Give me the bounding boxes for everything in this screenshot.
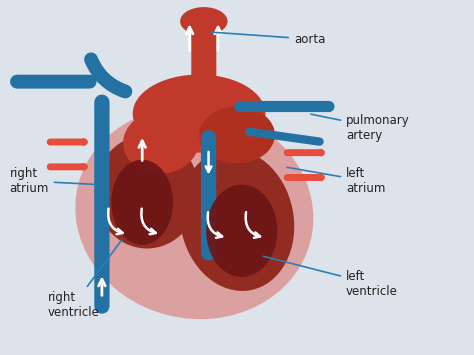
Ellipse shape bbox=[180, 7, 228, 36]
FancyArrowPatch shape bbox=[249, 132, 319, 142]
Ellipse shape bbox=[206, 185, 277, 277]
Text: pulmonary
artery: pulmonary artery bbox=[311, 114, 410, 142]
FancyArrowPatch shape bbox=[50, 166, 84, 167]
Ellipse shape bbox=[180, 149, 294, 291]
Ellipse shape bbox=[123, 110, 199, 174]
Ellipse shape bbox=[133, 75, 265, 153]
FancyArrowPatch shape bbox=[287, 152, 321, 153]
FancyArrowPatch shape bbox=[91, 59, 125, 92]
FancyArrowPatch shape bbox=[287, 177, 321, 178]
Ellipse shape bbox=[111, 160, 173, 245]
Text: right
atrium: right atrium bbox=[9, 167, 97, 195]
Ellipse shape bbox=[199, 106, 275, 163]
Ellipse shape bbox=[95, 135, 199, 248]
Text: aorta: aorta bbox=[211, 32, 325, 45]
Text: right
ventricle: right ventricle bbox=[47, 240, 122, 319]
Text: left
ventricle: left ventricle bbox=[264, 256, 398, 298]
Ellipse shape bbox=[75, 107, 313, 319]
Text: left
atrium: left atrium bbox=[287, 167, 385, 195]
